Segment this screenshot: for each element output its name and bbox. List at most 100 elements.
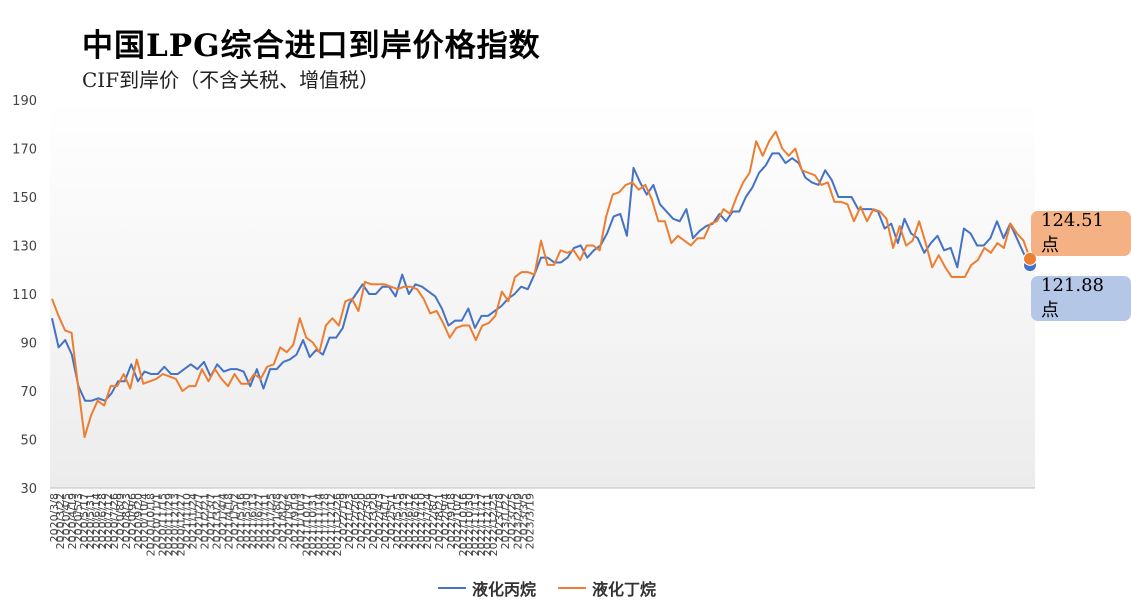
x-tick-label: 2022/12/11 [481, 493, 494, 556]
x-tick-label: 2020/3/22 [54, 493, 67, 549]
chart-legend: 液化丙烷 液化丁烷 [438, 576, 656, 600]
propane-end-callout: 121.88点 [1031, 275, 1131, 321]
butane-end-label: 124.51点 [1041, 210, 1104, 256]
x-tick-label: 2021/3/21 [210, 493, 223, 549]
x-tick-label: 2023/1/22 [499, 493, 512, 549]
y-tick-label: 50 [20, 434, 37, 449]
x-tick-label: 2022/2/6 [349, 493, 362, 542]
legend-item-butane[interactable]: 液化丁烷 [558, 576, 656, 600]
x-axis: 2020/3/82020/3/222020/4/52020/4/192020/5… [48, 487, 1035, 556]
x-tick-label: 2020/9/6 [126, 493, 139, 542]
x-tick-label: 2022/2/20 [355, 493, 368, 549]
x-tick-label: 2020/4/19 [66, 493, 79, 549]
series-layer [51, 130, 1031, 439]
x-tick-label: 2022/5/29 [397, 493, 410, 549]
x-tick-label: 2020/9/20 [132, 493, 145, 549]
x-tick-label: 2022/11/27 [475, 493, 488, 556]
legend-label-butane: 液化丁烷 [592, 580, 657, 599]
y-tick-label: 130 [12, 240, 37, 255]
x-tick-label: 2023/1/8 [493, 493, 506, 542]
plot-area-background [50, 100, 1035, 488]
x-tick-label: 2021/2/7 [192, 493, 205, 542]
x-tick-label: 2021/6/13 [247, 493, 260, 549]
x-tick-label: 2021/4/4 [216, 493, 229, 542]
x-tick-label: 2021/12/12 [325, 493, 338, 556]
x-tick-label: 2022/7/10 [415, 493, 428, 549]
x-tick-label: 2020/4/5 [60, 493, 73, 542]
x-tick-label: 2020/12/13 [168, 493, 181, 556]
y-tick-label: 70 [20, 385, 37, 400]
x-tick-label: 2020/8/9 [114, 493, 127, 542]
x-tick-label: 2021/7/25 [265, 493, 278, 549]
x-tick-label: 2021/8/22 [277, 493, 290, 549]
x-tick-label: 2022/6/12 [403, 493, 416, 549]
x-tick-label: 2021/8/8 [271, 493, 284, 542]
x-tick-label: 2021/10/31 [307, 493, 320, 556]
y-tick-label: 170 [12, 143, 37, 158]
x-tick-label: 2021/9/19 [289, 493, 302, 549]
x-tick-label: 2022/6/26 [409, 493, 422, 549]
x-tick-label: 2020/5/17 [78, 493, 91, 549]
x-tick-label: 2020/8/23 [120, 493, 133, 549]
x-tick-label: 2020/3/8 [48, 493, 61, 542]
y-tick-label: 90 [20, 337, 37, 352]
x-tick-label: 2021/11/14 [313, 493, 326, 556]
x-tick-label: 2023/2/19 [511, 493, 524, 549]
x-tick-label: 2021/3/7 [204, 493, 217, 542]
legend-label-propane: 液化丙烷 [472, 580, 537, 599]
x-tick-label: 2021/6/27 [253, 493, 266, 549]
y-axis: 30 50 70 90 110 130 150 170 190 [12, 94, 37, 497]
end-marker-butane [1023, 251, 1037, 266]
x-tick-label: 2022/10/16 [457, 493, 470, 556]
x-tick-label: 2022/12/25 [487, 493, 500, 556]
x-tick-label: 2022/8/7 [427, 493, 440, 542]
x-tick-label: 2020/12/27 [174, 493, 187, 556]
x-tick-label: 2023/2/5 [505, 493, 518, 542]
y-tick-label: 190 [12, 94, 37, 109]
x-tick-label: 2021/10/3 [295, 493, 308, 549]
x-tick-label: 2021/1/24 [186, 493, 199, 549]
x-tick-label: 2021/11/28 [319, 493, 332, 556]
x-tick-label: 2022/1/23 [343, 493, 356, 549]
x-tick-label: 2022/11/13 [469, 493, 482, 556]
x-tick-label: 2022/10/30 [463, 493, 476, 556]
x-tick-label: 2021/2/21 [198, 493, 211, 549]
end-markers [1023, 251, 1037, 273]
legend-swatch-butane [558, 587, 587, 589]
x-tick-label: 2022/1/9 [337, 493, 350, 542]
x-tick-label: 2020/6/14 [90, 493, 103, 549]
x-tick-label: 2020/10/18 [144, 493, 157, 556]
x-tick-label: 2020/11/1 [150, 493, 163, 549]
x-tick-label: 2021/5/16 [235, 493, 248, 549]
x-tick-label: 2022/4/17 [379, 493, 392, 549]
x-tick-label: 2020/7/12 [102, 493, 115, 549]
x-tick-label: 2020/11/29 [162, 493, 175, 556]
butane-end-callout: 124.51点 [1031, 210, 1131, 256]
x-tick-label: 2021/7/11 [259, 493, 272, 549]
x-tick-label: 2021/4/18 [222, 493, 235, 549]
chart-subtitle: CIF到岸价（不含关税、增值税） [82, 68, 380, 92]
x-tick-label: 2021/10/17 [301, 493, 314, 556]
legend-swatch-propane [438, 587, 466, 589]
x-tick-label: 2020/5/3 [72, 493, 85, 542]
x-tick-label: 2022/3/20 [367, 493, 380, 549]
y-tick-label: 150 [12, 191, 37, 206]
x-tick-label: 2022/4/3 [373, 493, 386, 542]
x-tick-label: 2020/10/4 [138, 493, 151, 549]
x-tick-label: 2021/12/26 [331, 493, 344, 556]
legend-item-propane[interactable]: 液化丙烷 [438, 576, 536, 600]
x-tick-label: 2022/8/21 [433, 493, 446, 549]
x-tick-label: 2021/5/30 [241, 493, 254, 549]
x-tick-label: 2022/9/4 [439, 493, 452, 542]
propane-end-label: 121.88点 [1041, 275, 1104, 321]
x-tick-label: 2022/10/2 [451, 493, 464, 549]
x-tick-label: 2022/7/24 [421, 493, 434, 549]
x-tick-label: 2020/7/26 [108, 493, 121, 549]
x-tick-label: 2022/9/18 [445, 493, 458, 549]
series-line-butane [51, 130, 1031, 439]
y-tick-label: 30 [20, 482, 37, 497]
x-tick-label: 2021/5/2 [228, 493, 241, 542]
x-tick-label: 2022/3/6 [361, 493, 374, 542]
